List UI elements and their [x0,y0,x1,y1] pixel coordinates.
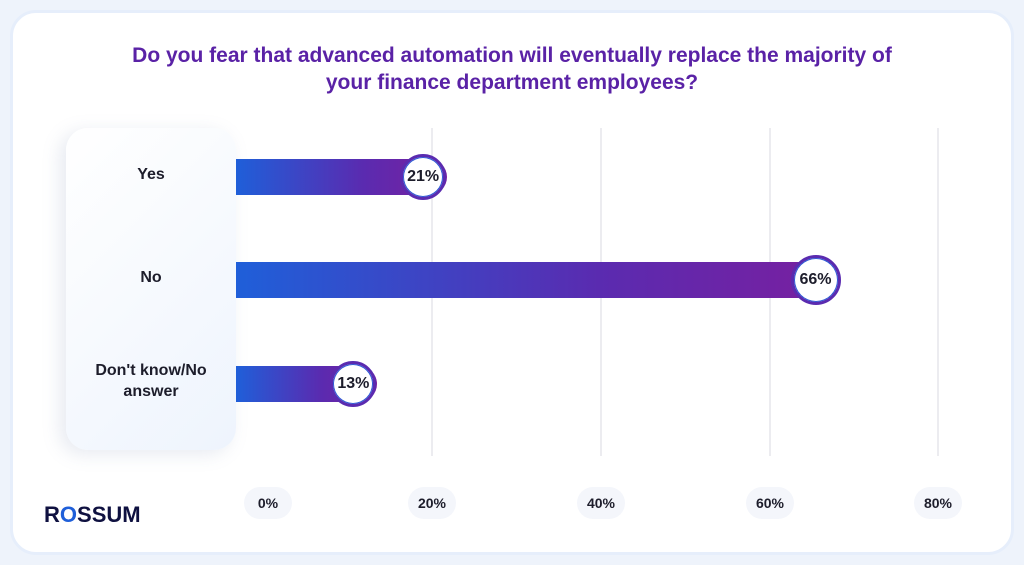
chart-title: Do you fear that advanced automation wil… [0,42,1024,96]
chart-title-line-1: Do you fear that advanced automation wil… [132,44,892,67]
category-label: Yes [137,165,165,183]
x-tick-label: 40% [577,487,625,519]
bar [236,262,840,298]
x-tick-label: 80% [914,487,962,519]
x-tick-label: 0% [244,487,292,519]
logo-part-rest: SSUM [77,502,141,527]
gridline-80 [937,128,939,456]
value-label: 13% [330,361,377,407]
logo-part-o: O [59,502,78,527]
category-label: No [140,268,162,286]
value-label: 21% [400,154,447,200]
chart-title-line-2: your finance department employees? [325,71,699,94]
category-label-panel [66,128,236,450]
rossum-logo: ROSSUM [44,502,141,528]
category-label: Don't know/No answer [95,362,207,400]
x-tick-label: 20% [408,487,456,519]
x-tick-label: 60% [746,487,794,519]
logo-part-r: R [44,502,60,527]
value-label: 66% [790,255,841,305]
